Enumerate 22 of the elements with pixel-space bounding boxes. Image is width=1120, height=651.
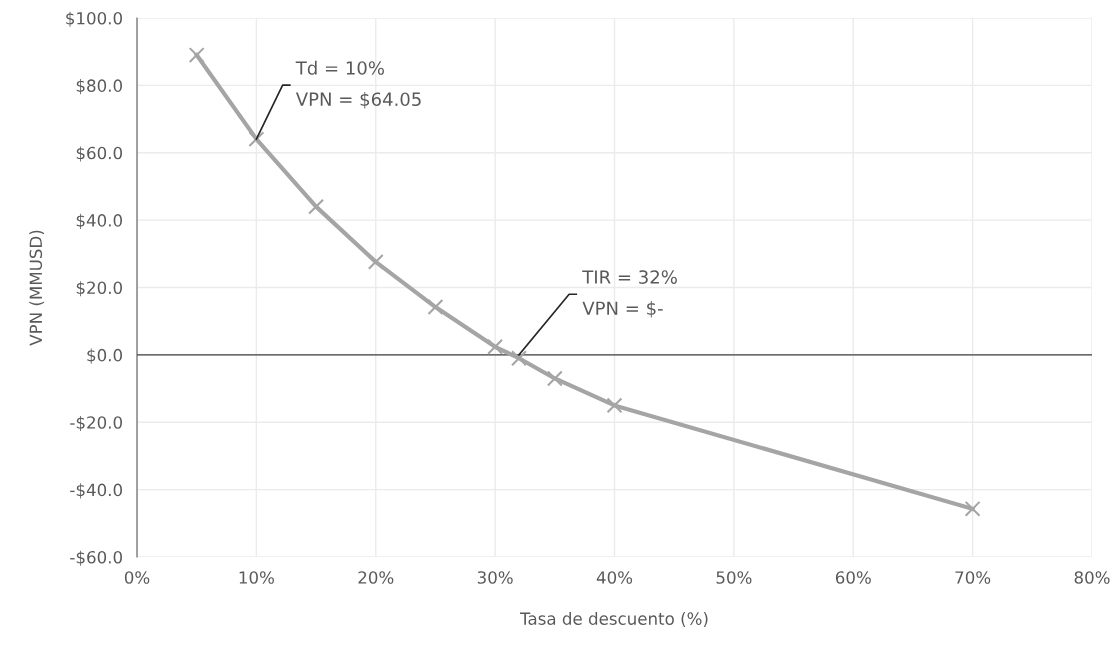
x-tick-label: 40%	[596, 571, 633, 584]
x-tick-label: 20%	[358, 571, 394, 584]
y-tick-label: $80.0	[76, 79, 122, 95]
x-tick-label: 80%	[1074, 571, 1110, 584]
y-axis-title: VPN (MMUSD)	[29, 230, 45, 346]
y-tick-label: -$60.0	[70, 550, 123, 566]
y-tick-label: $20.0	[76, 281, 122, 297]
x-tick-label: 60%	[835, 571, 871, 584]
y-tick-label: $0.0	[87, 348, 122, 364]
x-tick-label: 0%	[124, 571, 150, 584]
x-tick-label: 30%	[477, 571, 513, 584]
y-tick-label: $100.0	[66, 11, 122, 27]
x-tick-label: 10%	[239, 571, 274, 584]
y-tick-label: $40.0	[76, 213, 122, 229]
y-tick-label: -$40.0	[70, 483, 123, 499]
annotation: Td = 10% VPN = $64.05	[295, 60, 421, 109]
y-tick-label: $60.0	[76, 146, 122, 162]
annotation: TIR = 32% VPN = $-	[582, 270, 677, 318]
x-axis-title: Tasa de descuento (%)	[520, 612, 708, 627]
y-tick-label: -$20.0	[70, 415, 123, 432]
x-tick-label: 50%	[716, 571, 752, 584]
x-tick-label: 70%	[955, 571, 991, 584]
